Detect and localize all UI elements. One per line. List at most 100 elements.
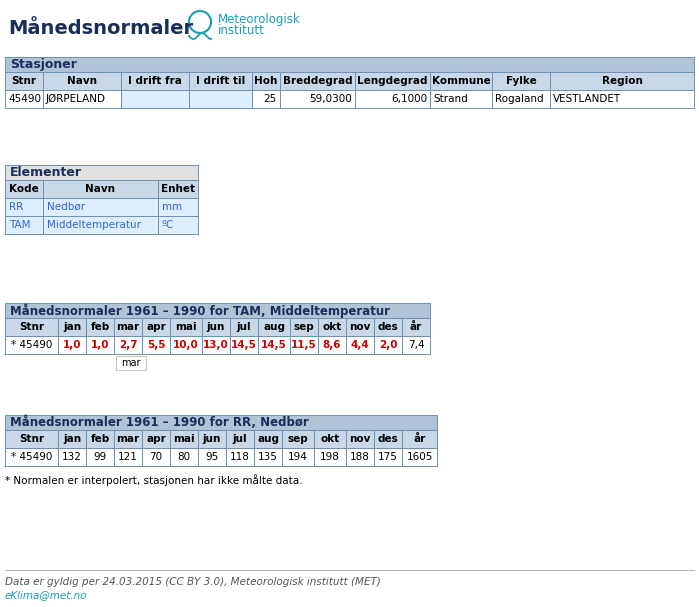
Text: 1605: 1605: [406, 452, 433, 462]
Text: Stnr: Stnr: [19, 322, 44, 332]
Bar: [550, 72, 694, 90]
Bar: [58, 448, 86, 466]
Text: Kommune: Kommune: [431, 76, 491, 86]
Bar: [374, 430, 402, 448]
Text: 80: 80: [178, 452, 191, 462]
Bar: [5, 318, 58, 336]
Bar: [5, 448, 58, 466]
Bar: [114, 336, 142, 354]
Text: ºC: ºC: [162, 220, 174, 230]
Text: Kode: Kode: [9, 184, 39, 194]
Text: mm: mm: [162, 202, 182, 212]
Text: 8,6: 8,6: [323, 340, 341, 350]
Bar: [282, 448, 314, 466]
Text: feb: feb: [90, 434, 110, 444]
Text: feb: feb: [90, 322, 110, 332]
Bar: [142, 430, 170, 448]
Text: Elementer: Elementer: [10, 166, 82, 179]
Text: des: des: [377, 434, 398, 444]
Text: sep: sep: [287, 434, 308, 444]
Bar: [170, 318, 202, 336]
Bar: [142, 318, 170, 336]
Bar: [86, 336, 114, 354]
Text: 118: 118: [230, 452, 250, 462]
Bar: [116, 356, 146, 370]
Bar: [355, 90, 430, 108]
Bar: [86, 430, 114, 448]
Text: år: år: [413, 434, 426, 444]
Text: RR: RR: [9, 202, 23, 212]
Bar: [252, 72, 280, 90]
Text: 70: 70: [150, 452, 163, 462]
Bar: [170, 430, 198, 448]
Bar: [86, 318, 114, 336]
Bar: [5, 430, 58, 448]
Text: 4,4: 4,4: [351, 340, 369, 350]
Bar: [5, 180, 43, 198]
Text: 6,1000: 6,1000: [391, 94, 427, 104]
Text: Lengdegrad: Lengdegrad: [357, 76, 428, 86]
Text: jul: jul: [233, 434, 247, 444]
Bar: [430, 90, 492, 108]
Bar: [58, 430, 86, 448]
Bar: [43, 72, 121, 90]
Text: Strand: Strand: [433, 94, 468, 104]
Bar: [374, 318, 402, 336]
Bar: [5, 198, 43, 216]
Text: Månedsnormaler: Månedsnormaler: [8, 18, 193, 38]
Text: apr: apr: [146, 434, 166, 444]
Bar: [346, 336, 374, 354]
Text: jul: jul: [237, 322, 252, 332]
Bar: [230, 336, 258, 354]
Text: mar: mar: [117, 322, 140, 332]
Bar: [5, 216, 43, 234]
Text: 175: 175: [378, 452, 398, 462]
Text: JØRPELAND: JØRPELAND: [46, 94, 106, 104]
Bar: [402, 448, 437, 466]
Text: jun: jun: [207, 322, 225, 332]
Bar: [258, 336, 290, 354]
Bar: [226, 448, 254, 466]
Bar: [282, 430, 314, 448]
Bar: [114, 448, 142, 466]
Text: år: år: [410, 322, 422, 332]
Bar: [114, 318, 142, 336]
Text: Hoh: Hoh: [254, 76, 278, 86]
Bar: [5, 90, 43, 108]
Bar: [492, 72, 550, 90]
Text: Enhet: Enhet: [161, 184, 195, 194]
Bar: [43, 198, 158, 216]
Text: mai: mai: [173, 434, 195, 444]
Bar: [114, 430, 142, 448]
Text: 1,0: 1,0: [91, 340, 109, 350]
Bar: [318, 318, 346, 336]
Text: 99: 99: [94, 452, 107, 462]
Bar: [280, 72, 355, 90]
Bar: [189, 90, 252, 108]
Bar: [5, 303, 430, 318]
Text: Region: Region: [602, 76, 642, 86]
Bar: [58, 336, 86, 354]
Bar: [374, 336, 402, 354]
Bar: [258, 318, 290, 336]
Bar: [170, 336, 202, 354]
Text: Middeltemperatur: Middeltemperatur: [47, 220, 141, 230]
Bar: [226, 430, 254, 448]
Bar: [402, 336, 430, 354]
Bar: [5, 336, 58, 354]
Bar: [492, 90, 550, 108]
Bar: [202, 318, 230, 336]
Text: TAM: TAM: [9, 220, 31, 230]
Bar: [198, 448, 226, 466]
Text: jun: jun: [203, 434, 221, 444]
Text: jan: jan: [63, 434, 81, 444]
Text: 1,0: 1,0: [63, 340, 81, 350]
Text: mar: mar: [121, 358, 140, 368]
Bar: [230, 318, 258, 336]
Text: des: des: [377, 322, 398, 332]
Text: Rogaland: Rogaland: [495, 94, 544, 104]
Text: 5,5: 5,5: [147, 340, 165, 350]
Bar: [170, 448, 198, 466]
Text: sep: sep: [294, 322, 315, 332]
Text: Månedsnormaler 1961 – 1990 for RR, Nedbør: Månedsnormaler 1961 – 1990 for RR, Nedbø…: [10, 416, 309, 429]
